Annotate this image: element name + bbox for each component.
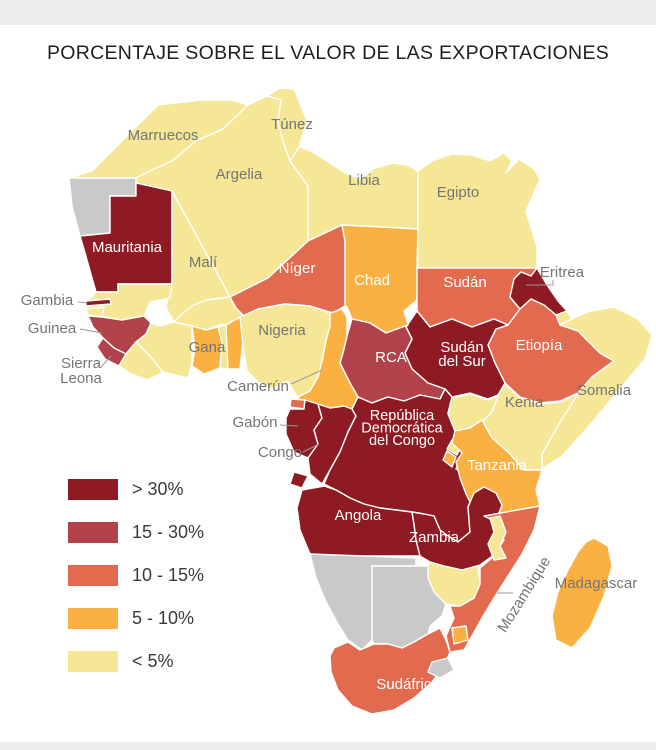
country-label-nigeria: Nigeria xyxy=(258,322,306,339)
legend-swatch-15-30 xyxy=(68,522,118,543)
leader-line-gabon xyxy=(279,424,299,427)
country-label-chad: Chad xyxy=(354,272,390,289)
country-label-gana: Gana xyxy=(189,339,226,356)
country-guinea-ecuatorial[interactable] xyxy=(289,398,306,410)
country-cabinda[interactable] xyxy=(289,471,309,489)
legend-item: 5 - 10% xyxy=(68,608,204,629)
country-burundi[interactable] xyxy=(442,450,457,468)
country-label-tanzania: Tanzania xyxy=(467,457,528,474)
country-malaui[interactable] xyxy=(487,515,507,561)
country-label-sierra-leona: Sierra Leona xyxy=(60,355,102,387)
legend-item: > 30% xyxy=(68,479,204,500)
leader-line-gambia xyxy=(77,301,88,304)
legend-label: 15 - 30% xyxy=(132,522,205,542)
country-label-sudan-del-sur: Sudán del Sur xyxy=(438,339,486,370)
legend-swatch-gt30 xyxy=(68,479,118,500)
country-label-kenia: Kenia xyxy=(505,394,544,411)
legend-swatch-10-15 xyxy=(68,565,118,586)
country-label-guinea: Guinea xyxy=(28,320,77,337)
leader-line-sierra-leona xyxy=(100,355,112,368)
country-label-rca: RCA xyxy=(375,349,407,366)
country-lesoto[interactable] xyxy=(427,657,455,679)
country-label-gabon: Gabón xyxy=(232,414,277,431)
country-label-somalia: Somalia xyxy=(577,382,632,399)
country-zambia[interactable] xyxy=(411,486,505,571)
country-label-republica-democratica-del-congo: República Democrática del Congo xyxy=(361,408,443,449)
country-label-etiopia: Etiopía xyxy=(516,337,563,354)
country-gambia[interactable] xyxy=(85,298,112,307)
legend-swatch-lt5 xyxy=(68,651,118,672)
leader-line-camerun xyxy=(290,369,323,385)
leader-line-guinea xyxy=(79,328,103,334)
country-label-sudan: Sudán xyxy=(443,274,486,291)
country-label-eritrea: Eritrea xyxy=(540,264,585,281)
country-label-niger: Níger xyxy=(279,260,316,277)
legend-label: 5 - 10% xyxy=(132,608,195,628)
country-label-camerun: Camerún xyxy=(227,378,289,395)
leader-line-eritrea xyxy=(526,280,554,286)
country-madagascar[interactable] xyxy=(551,537,613,649)
country-label-sudafrica: Sudáfrica xyxy=(376,676,440,693)
top-chrome-bar xyxy=(0,0,656,25)
country-label-mauritania: Mauritania xyxy=(92,239,163,256)
country-label-gambia: Gambia xyxy=(21,292,74,309)
country-label-madagascar: Madagascar xyxy=(555,575,638,592)
country-suazilandia[interactable] xyxy=(451,625,469,645)
country-label-mali: Malí xyxy=(189,254,218,271)
legend: > 30% 15 - 30% 10 - 15% 5 - 10% < 5% xyxy=(68,479,204,672)
legend-label: > 30% xyxy=(132,479,184,499)
bottom-chrome-bar xyxy=(0,742,656,750)
legend-item: 15 - 30% xyxy=(68,522,204,543)
page-title: PORCENTAJE SOBRE EL VALOR DE LAS EXPORTA… xyxy=(46,42,610,64)
country-label-angola: Angola xyxy=(335,507,382,524)
country-label-egipto: Egipto xyxy=(437,184,480,201)
country-label-tunez: Túnez xyxy=(271,116,313,133)
country-label-argelia: Argelia xyxy=(216,166,263,183)
country-label-congo: Congo xyxy=(258,444,302,461)
legend-label: < 5% xyxy=(132,651,174,671)
country-label-libia: Libia xyxy=(348,172,380,189)
country-label-marruecos: Marruecos xyxy=(128,127,199,144)
country-benin[interactable] xyxy=(225,316,245,370)
country-togo[interactable] xyxy=(217,324,229,370)
country-mozambique[interactable] xyxy=(445,505,541,653)
legend-item: 10 - 15% xyxy=(68,565,204,586)
legend-item: < 5% xyxy=(68,651,204,672)
legend-swatch-5-10 xyxy=(68,608,118,629)
country-label-zambia: Zambia xyxy=(409,529,460,546)
legend-label: 10 - 15% xyxy=(132,565,205,585)
leader-line-congo xyxy=(302,443,320,453)
country-sudafrica[interactable] xyxy=(329,627,451,715)
country-egipto[interactable] xyxy=(417,152,541,269)
